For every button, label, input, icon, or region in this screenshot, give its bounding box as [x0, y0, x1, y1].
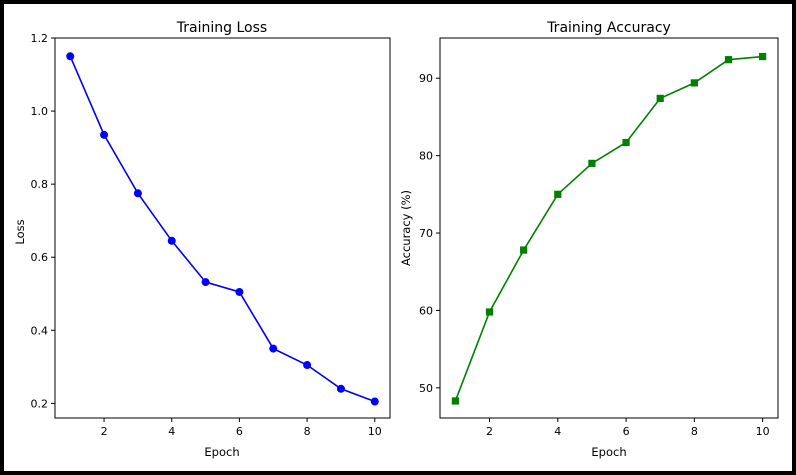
y-tick-label: 1.2 — [31, 32, 49, 45]
data-point — [588, 159, 596, 167]
x-axis-label: Epoch — [591, 445, 626, 459]
y-tick-label: 1.0 — [31, 105, 49, 118]
series-line — [69, 55, 376, 403]
plot-area — [54, 37, 391, 419]
data-point — [370, 397, 379, 406]
y-tick-label: 0.2 — [31, 397, 49, 410]
x-tick-label: 6 — [236, 425, 243, 438]
data-point — [336, 384, 345, 393]
y-tick-label: 90 — [419, 72, 433, 85]
data-point — [235, 287, 244, 296]
x-tick-label: 4 — [168, 425, 175, 438]
training-accuracy-chart: Training Accuracy Epoch Accuracy (%) 2 4 6… — [399, 20, 779, 459]
chart-title: Training Loss — [176, 20, 267, 36]
data-point — [690, 79, 698, 87]
data-series — [66, 52, 379, 406]
data-point — [269, 344, 278, 353]
plot-area — [439, 37, 779, 419]
x-tick-label: 10 — [756, 425, 770, 438]
data-point — [622, 138, 630, 147]
x-tick-label: 10 — [368, 425, 382, 438]
axis-ticks: 2 4 6 8 10 0.2 0.4 0.6 0.8 1.0 1.2 — [31, 32, 382, 438]
x-tick-label: 6 — [623, 425, 630, 438]
y-tick-label: 0.8 — [31, 178, 49, 191]
data-point — [656, 94, 664, 102]
series-line — [454, 55, 763, 402]
data-point — [759, 52, 767, 61]
y-tick-label: 50 — [419, 382, 433, 395]
data-point — [201, 278, 210, 287]
x-tick-label: 4 — [554, 425, 561, 438]
data-point — [554, 190, 562, 198]
x-tick-label: 2 — [486, 425, 493, 438]
data-point — [451, 397, 459, 405]
y-tick-label: 70 — [419, 227, 433, 240]
y-axis-label: Accuracy (%) — [399, 190, 413, 266]
x-tick-label: 8 — [691, 425, 698, 438]
data-series — [451, 52, 767, 405]
data-point — [485, 308, 494, 316]
chart-title: Training Accuracy — [546, 20, 671, 36]
x-axis-label: Epoch — [204, 445, 239, 459]
data-point — [66, 52, 75, 61]
y-axis-label: Loss — [13, 219, 27, 244]
data-point — [303, 361, 312, 370]
axis-ticks: 2 4 6 8 10 50 60 70 80 90 — [419, 72, 770, 438]
training-loss-chart: Training Loss Epoch Loss 2 4 6 8 10 0.2 0.4 0.6… — [13, 20, 391, 459]
y-tick-label: 80 — [419, 150, 433, 163]
data-point — [520, 246, 528, 254]
data-point — [167, 236, 176, 245]
x-tick-label: 2 — [101, 425, 108, 438]
data-point — [133, 189, 142, 198]
data-point — [100, 130, 109, 139]
y-tick-label: 60 — [419, 304, 433, 317]
x-tick-label: 8 — [304, 425, 311, 438]
y-tick-label: 0.4 — [31, 324, 49, 337]
data-point — [724, 56, 733, 64]
y-tick-label: 0.6 — [31, 251, 49, 264]
